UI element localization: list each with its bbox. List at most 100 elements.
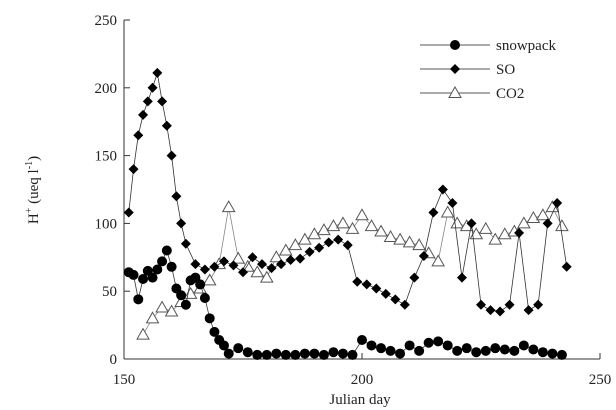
data-point-so — [152, 67, 163, 78]
data-point-snowpack — [157, 256, 168, 267]
y-axis-title-sup: + — [24, 207, 35, 213]
x-tick-label: 250 — [589, 372, 612, 388]
data-point-so — [161, 120, 172, 131]
x-ticks: 150 200 250 — [113, 353, 612, 388]
y-axis-title-unit-sup: -1 — [24, 161, 35, 169]
data-point-snowpack — [337, 348, 348, 359]
data-point-so — [514, 227, 525, 238]
data-point-co2 — [355, 208, 369, 221]
data-point-snowpack — [309, 348, 320, 359]
data-point-snowpack — [452, 345, 463, 356]
data-point-snowpack — [152, 264, 163, 275]
data-point-snowpack — [138, 273, 149, 284]
data-point-so — [409, 272, 420, 283]
data-point-so — [285, 255, 296, 266]
y-axis-title-unit: (ueq l — [26, 169, 42, 207]
data-point-snowpack — [128, 269, 139, 280]
legend-label: SO — [496, 62, 515, 78]
data-point-co2 — [221, 200, 236, 213]
data-point-co2 — [497, 227, 512, 240]
data-point-so — [228, 260, 239, 271]
y-axis-title: H+ (ueq l-1) — [24, 156, 42, 224]
data-point-snowpack — [166, 261, 177, 272]
data-point-snowpack — [556, 349, 567, 360]
data-point-so — [504, 299, 515, 310]
data-point-co2 — [155, 300, 169, 313]
data-point-co2 — [231, 251, 246, 264]
data-point-snowpack — [280, 349, 291, 360]
data-point-so — [157, 96, 168, 107]
data-point-so — [561, 261, 572, 272]
data-point-snowpack — [357, 335, 367, 346]
data-point-co2 — [526, 210, 541, 223]
x-tick-label: 150 — [113, 372, 136, 388]
data-point-co2 — [478, 221, 493, 234]
data-point-snowpack — [385, 345, 396, 356]
data-point-co2 — [326, 219, 341, 232]
legend-marker — [448, 85, 462, 98]
data-point-snowpack — [328, 347, 339, 358]
data-point-co2 — [317, 223, 331, 236]
data-point-so — [428, 207, 439, 218]
data-point-co2 — [240, 259, 255, 272]
data-point-so — [352, 276, 363, 287]
data-point-snowpack — [547, 348, 558, 359]
data-point-snowpack — [537, 347, 548, 358]
data-point-so — [257, 259, 268, 270]
data-point-co2 — [307, 227, 322, 240]
data-point-co2 — [202, 273, 217, 286]
data-point-so — [180, 238, 191, 249]
data-point-co2 — [431, 254, 446, 267]
data-point-snowpack — [195, 279, 206, 290]
data-point-snowpack — [252, 349, 263, 360]
data-point-so — [371, 283, 382, 294]
data-point-co2 — [383, 229, 398, 242]
y-ticks: 0 50 100 150 200 250 — [95, 13, 130, 368]
x-tick-label: 200 — [351, 372, 374, 388]
data-point-snowpack — [147, 272, 158, 283]
data-point-so — [133, 130, 144, 141]
data-point-so — [399, 299, 410, 310]
data-point-co2 — [440, 205, 455, 218]
data-point-snowpack — [528, 344, 539, 355]
data-point-so — [123, 207, 134, 218]
data-point-snowpack — [442, 340, 453, 351]
data-point-so — [418, 250, 429, 261]
data-point-snowpack — [366, 340, 377, 351]
data-point-co2 — [259, 270, 274, 283]
data-point-co2 — [374, 224, 388, 237]
data-point-co2 — [412, 238, 426, 251]
data-point-so — [523, 305, 534, 316]
data-point-so — [190, 259, 201, 270]
data-point-co2 — [164, 304, 179, 317]
data-point-co2 — [336, 216, 350, 229]
series-so — [123, 67, 572, 317]
data-point-so — [542, 218, 553, 229]
data-point-snowpack — [204, 313, 215, 324]
data-point-snowpack — [480, 345, 491, 356]
legend: snowpack SO CO2 — [420, 38, 556, 102]
y-axis-title-main: H — [26, 213, 42, 224]
data-point-snowpack — [518, 340, 529, 351]
data-point-so — [456, 272, 467, 283]
data-point-so — [142, 96, 153, 107]
data-point-snowpack — [471, 347, 482, 358]
data-point-so — [147, 82, 158, 93]
data-point-snowpack — [509, 345, 520, 356]
data-point-so — [276, 259, 287, 270]
data-point-co2 — [269, 250, 284, 263]
series-layer — [123, 67, 572, 360]
legend-label: snowpack — [496, 38, 556, 54]
data-point-co2 — [402, 235, 417, 248]
data-point-so — [199, 264, 210, 275]
data-point-co2 — [345, 221, 360, 234]
data-point-co2 — [364, 219, 379, 232]
data-point-so — [295, 253, 306, 264]
data-point-snowpack — [461, 343, 472, 354]
legend-item-co2: CO2 — [420, 85, 524, 102]
data-point-so — [323, 237, 334, 248]
data-point-snowpack — [233, 343, 244, 354]
data-point-co2 — [145, 311, 160, 324]
data-point-snowpack — [261, 349, 272, 360]
